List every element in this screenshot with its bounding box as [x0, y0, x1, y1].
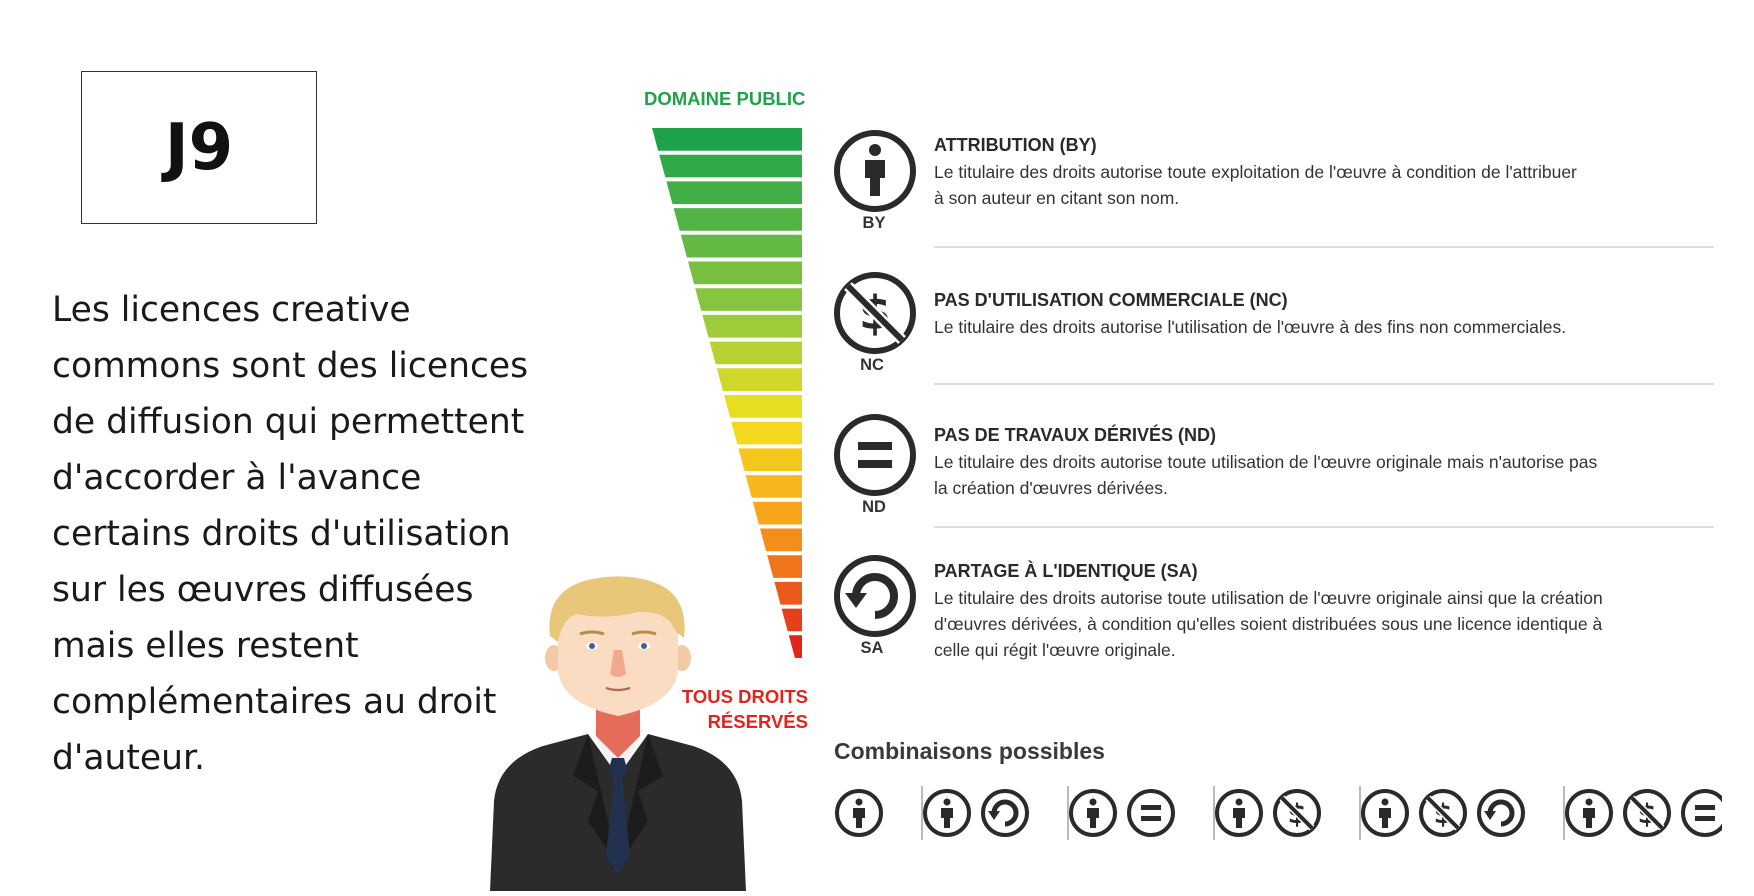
all-rights-reserved-label: TOUS DROITS RÉSERVÉS: [640, 684, 808, 734]
share-alike-icon: [834, 555, 916, 637]
license-abbr-nd: ND: [862, 498, 886, 516]
license-title-sa: PARTAGE À L'IDENTIQUE (SA): [934, 561, 1198, 581]
license-abbr-sa: SA: [860, 639, 884, 657]
license-desc-line: Le titulaire des droits autorise toute u…: [934, 452, 1598, 472]
license-title-nc: PAS D'UTILISATION COMMERCIALE (NC): [934, 290, 1288, 310]
attribution-person-icon: [834, 130, 916, 212]
license-abbr-nc: NC: [860, 356, 884, 374]
intro-line: commons sont des licences: [52, 346, 529, 386]
license-desc-line: Le titulaire des droits autorise l'utili…: [934, 317, 1567, 337]
wedge-band: [724, 395, 802, 418]
public-domain-label: DOMAINE PUBLIC: [644, 88, 806, 109]
wedge-band: [702, 314, 802, 338]
wedge-band: [788, 635, 802, 658]
businessman-illustration: [490, 576, 746, 891]
intro-line: Les licences creative: [52, 290, 411, 330]
wedge-band: [760, 528, 802, 552]
wedge-band: [680, 234, 802, 258]
license-desc-line: celle qui régit l'œuvre originale.: [934, 640, 1176, 660]
license-desc-line: la création d'œuvres dérivées.: [934, 478, 1168, 498]
equals-icon: [1127, 789, 1175, 837]
share-alike-icon: [1477, 789, 1525, 837]
wedge-band: [781, 608, 802, 632]
license-desc-sa: Le titulaire des droits autorise toute u…: [934, 585, 1724, 663]
all-rights-reserved-line: TOUS DROITS: [681, 686, 808, 707]
license-desc-line: à son auteur en citant son nom.: [934, 188, 1180, 208]
attribution-person-icon: [1361, 789, 1409, 837]
day-label-box: J9: [81, 71, 317, 224]
license-title-nd: PAS DE TRAVAUX DÉRIVÉS (ND): [934, 425, 1217, 445]
attribution-person-icon: [923, 789, 971, 837]
separator: [934, 526, 1714, 528]
equals-icon: [834, 414, 916, 496]
wedge-band: [666, 181, 802, 205]
attribution-person-icon: [1565, 789, 1613, 837]
intro-line: certains droits d'utilisation: [52, 514, 511, 554]
no-dollar-icon: $: [1623, 789, 1671, 837]
separator: [934, 246, 1714, 248]
no-dollar-icon: $: [1419, 789, 1467, 837]
license-desc-by: Le titulaire des droits autorise toute e…: [934, 159, 1724, 211]
intro-line: d'accorder à l'avance: [52, 458, 422, 498]
attribution-person-icon: [1069, 789, 1117, 837]
wedge-band: [731, 421, 802, 445]
intro-line: complémentaires au droit: [52, 682, 497, 722]
intro-line: mais elles restent: [52, 626, 359, 666]
share-alike-icon: [981, 789, 1029, 837]
license-desc-line: d'œuvres dérivées, à condition qu'elles …: [934, 614, 1603, 634]
wedge-band: [752, 501, 802, 525]
attribution-person-icon: [835, 789, 883, 837]
license-desc-line: Le titulaire des droits autorise toute e…: [934, 162, 1577, 182]
combinations-row: $ $ $: [835, 786, 1722, 840]
combinations-title: Combinaisons possibles: [834, 738, 1105, 764]
rights-gradient-wedge: [652, 128, 802, 658]
license-title-by: ATTRIBUTION (BY): [934, 135, 1097, 155]
wedge-band: [709, 341, 802, 365]
wedge-band: [695, 288, 802, 311]
no-dollar-icon: $: [1273, 789, 1321, 837]
all-rights-reserved-line: RÉSERVÉS: [707, 711, 808, 732]
no-dollar-icon: $: [834, 272, 916, 354]
wedge-band: [716, 368, 802, 391]
intro-line: sur les œuvres diffusées: [52, 570, 474, 610]
license-desc-nc: Le titulaire des droits autorise l'utili…: [934, 314, 1724, 340]
wedge-band: [767, 555, 802, 578]
attribution-person-icon: [1215, 789, 1263, 837]
wedge-band: [659, 154, 802, 178]
license-desc-nd: Le titulaire des droits autorise toute u…: [934, 449, 1724, 501]
intro-line: d'auteur.: [52, 738, 205, 778]
wedge-band: [652, 128, 802, 151]
wedge-band: [774, 581, 802, 605]
wedge-band: [688, 261, 802, 285]
separator: [934, 383, 1714, 385]
intro-paragraph: Les licences creative commons sont des l…: [52, 282, 572, 786]
intro-line: de diffusion qui permettent: [52, 402, 525, 442]
license-abbr-by: BY: [862, 214, 886, 232]
wedge-band: [745, 475, 802, 498]
wedge-band: [738, 448, 802, 472]
wedge-band: [673, 208, 802, 231]
license-desc-line: Le titulaire des droits autorise toute u…: [934, 588, 1603, 608]
day-label: J9: [164, 110, 234, 185]
equals-icon: [1681, 789, 1722, 837]
